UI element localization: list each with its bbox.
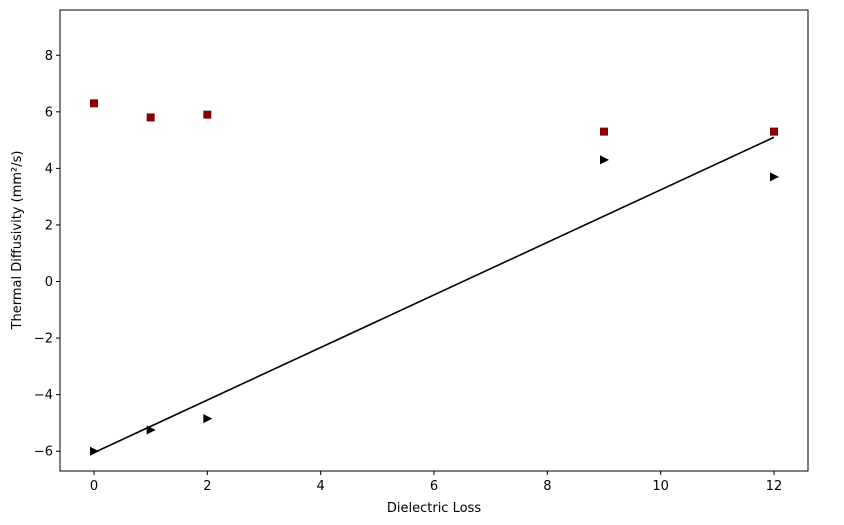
square-marker [203, 110, 212, 119]
y-tick-label: 0 [45, 275, 53, 290]
x-tick-label: 12 [766, 479, 783, 494]
triangle-marker [600, 155, 609, 165]
plot-area [60, 10, 808, 471]
y-axis-label: Thermal Diffusivity (mm²/s) [10, 151, 25, 331]
y-tick-label: 6 [45, 105, 53, 120]
trend-line [93, 136, 775, 454]
x-tick-label: 10 [652, 479, 669, 494]
square-marker [770, 127, 778, 136]
square-marker [90, 99, 98, 108]
y-tick-label: 2 [45, 218, 53, 233]
triangle-marker [146, 425, 156, 435]
square-marker [600, 127, 608, 136]
triangle-marker [203, 414, 213, 424]
x-axis-label: Dielectric Loss [387, 501, 481, 516]
x-tick-label: 0 [90, 479, 98, 494]
y-tick-label: 4 [45, 162, 53, 177]
x-tick-label: 8 [543, 479, 551, 494]
triangle-marker [770, 172, 779, 182]
y-tick-label: −2 [34, 332, 53, 347]
triangle-marker [90, 446, 99, 456]
square-marker [146, 113, 155, 122]
y-tick-label: 8 [45, 49, 53, 64]
x-tick-label: 6 [430, 479, 438, 494]
y-tick-label: −6 [34, 445, 53, 460]
x-tick-label: 4 [317, 479, 325, 494]
x-tick-label: 2 [203, 479, 211, 494]
y-tick-label: −4 [34, 388, 53, 403]
